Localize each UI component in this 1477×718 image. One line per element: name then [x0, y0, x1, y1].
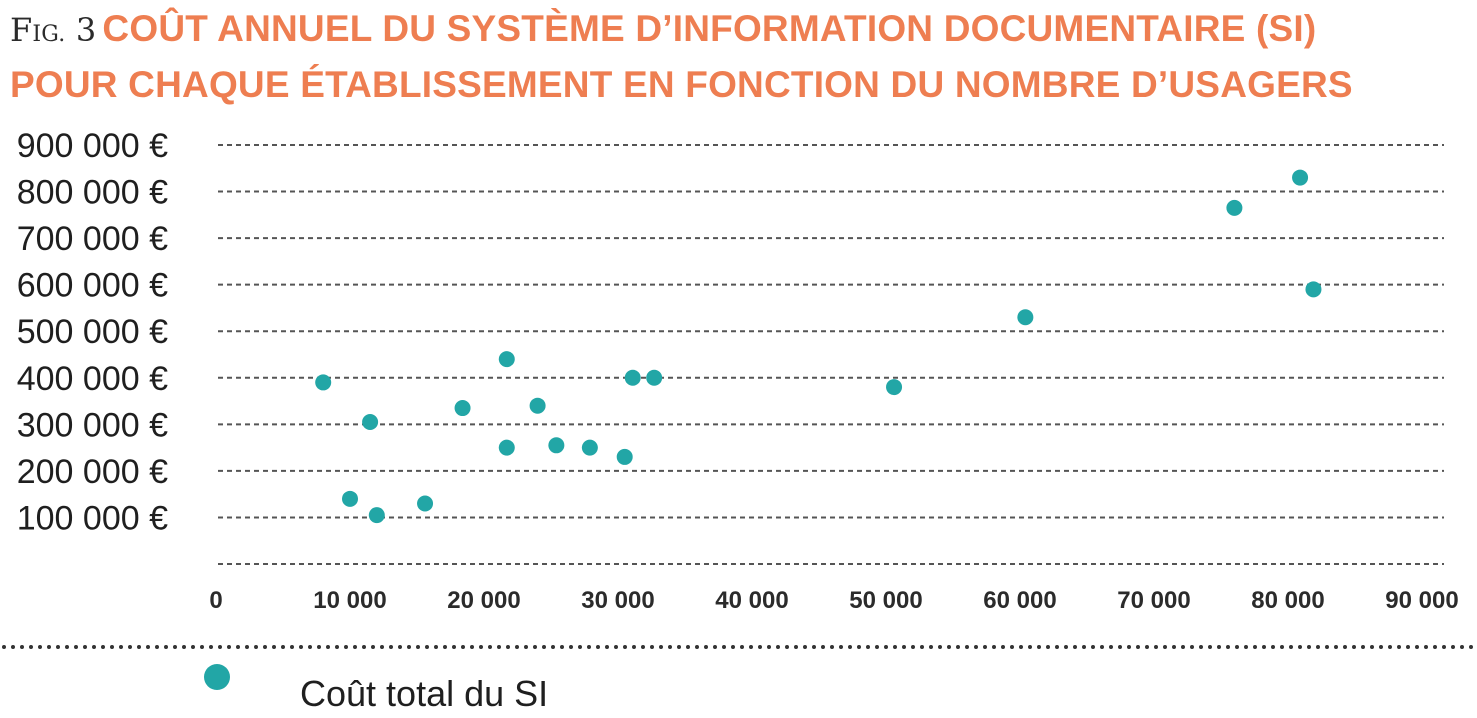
legend-marker-cout-total	[204, 664, 230, 690]
x-tick-label: 0	[209, 587, 222, 614]
y-axis-tick-labels: 100 000 € 200 000 € 300 000 € 400 000 € 500 …	[17, 127, 168, 537]
data-point	[342, 490, 358, 507]
data-point	[1305, 281, 1322, 298]
x-tick-label: 80 000	[1251, 587, 1324, 614]
data-points	[315, 169, 1322, 524]
x-tick-label: 30 000	[581, 587, 654, 614]
y-tick-label: 500 000 €	[17, 313, 168, 351]
data-point	[315, 374, 332, 391]
data-point	[362, 414, 379, 431]
data-point	[624, 369, 641, 386]
x-axis-tick-labels: 0 10 000 20 000 30 000 40 000 50 000 60 000 70 …	[209, 587, 1458, 614]
figure-title: FIG. 3 COÛT ANNUEL DU SYSTÈME D’INFORMATI…	[10, 4, 1353, 110]
data-point	[529, 397, 546, 414]
data-point	[498, 351, 515, 368]
legend-label-cout-total: Coût total du SI	[300, 673, 548, 714]
y-tick-label: 800 000 €	[17, 174, 168, 212]
y-tick-label: 600 000 €	[17, 267, 168, 305]
x-tick-label: 70 000	[1117, 587, 1190, 614]
data-point	[886, 379, 903, 396]
data-point	[581, 439, 598, 456]
y-tick-label: 400 000 €	[17, 360, 168, 398]
gridlines	[218, 144, 1444, 565]
figure-number-label: FIG. 3	[10, 11, 97, 49]
x-tick-label: 60 000	[983, 587, 1056, 614]
data-point	[454, 400, 471, 417]
data-point	[1226, 199, 1243, 216]
y-tick-label: 700 000 €	[17, 220, 168, 258]
data-point	[368, 507, 385, 524]
data-point	[646, 369, 663, 386]
title-line-1: COÛT ANNUEL DU SYSTÈME D’INFORMATION DOC…	[102, 8, 1317, 49]
data-point	[417, 495, 434, 512]
data-point	[1017, 309, 1034, 326]
data-point	[1292, 169, 1309, 186]
y-tick-label: 200 000 €	[17, 453, 168, 491]
data-point	[616, 448, 633, 465]
y-tick-label: 900 000 €	[17, 127, 168, 165]
data-point	[548, 437, 565, 454]
x-tick-label: 20 000	[447, 587, 520, 614]
y-tick-label: 300 000 €	[17, 406, 168, 444]
legend: Coût total du SI	[204, 664, 548, 714]
x-tick-label: 50 000	[849, 587, 922, 614]
x-tick-label: 40 000	[715, 587, 788, 614]
y-tick-label: 100 000 €	[17, 499, 168, 537]
data-point	[498, 439, 515, 456]
title-line-2: POUR CHAQUE ÉTABLISSEMENT EN FONCTION DU…	[10, 64, 1353, 105]
x-tick-label: 10 000	[313, 587, 386, 614]
x-tick-label: 90 000	[1385, 587, 1458, 614]
